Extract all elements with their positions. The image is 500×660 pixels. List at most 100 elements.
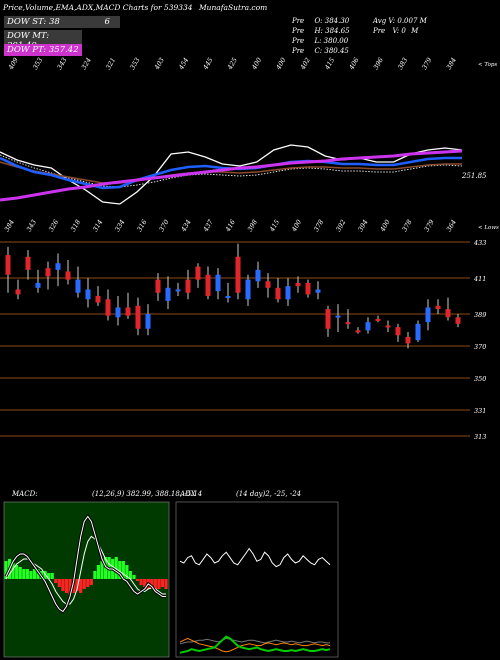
macd-hist-bar	[29, 571, 33, 579]
top-label: 400	[274, 56, 288, 72]
top-label: 409	[6, 56, 20, 72]
candle-body	[275, 287, 281, 300]
level-label: 350	[474, 375, 486, 383]
bottom-label: 392	[334, 218, 347, 233]
candle-body	[45, 268, 51, 277]
bottom-label: 378	[401, 218, 414, 233]
bottom-label: 394	[356, 218, 369, 233]
stat-value: L: 380.00	[314, 37, 349, 45]
candle-body	[265, 281, 271, 288]
candle-body	[35, 282, 41, 288]
macd-hist-bar	[132, 575, 136, 579]
stat-label: Pre	[292, 27, 305, 35]
top-label: 406	[347, 56, 361, 72]
candle-body	[65, 271, 71, 280]
candle-body	[95, 296, 101, 303]
bottom-label: 326	[47, 218, 60, 233]
site-name: MunafaSutra.com	[198, 3, 268, 12]
macd-hist-bar	[135, 579, 140, 581]
candle-body	[355, 330, 361, 333]
stat-label: Pre	[292, 17, 305, 25]
top-label: 445	[201, 56, 215, 72]
macd-hist-bar	[32, 569, 37, 579]
macd-line	[5, 515, 166, 613]
candle-body	[125, 307, 131, 316]
bottom-right-label: < Lows	[478, 225, 499, 231]
stat-value: C: 380.45	[314, 47, 349, 55]
stat-value: H: 384.65	[314, 27, 350, 35]
candle-body	[135, 305, 141, 329]
candle-body	[285, 286, 291, 300]
macd-hist-bar	[54, 579, 58, 583]
top-label: 353	[31, 56, 44, 71]
bottom-label: 400	[378, 218, 392, 234]
candle-body	[335, 315, 341, 318]
candle-body	[55, 263, 61, 270]
top-label: 425	[225, 56, 239, 72]
candle-body	[345, 322, 351, 325]
price-line	[0, 144, 463, 205]
top-label: 402	[298, 56, 312, 72]
bottom-label: 314	[91, 218, 104, 233]
macd-hist-bar	[18, 567, 22, 579]
candle-body	[305, 282, 311, 295]
bottom-label: 434	[179, 218, 193, 234]
candle-body	[155, 279, 161, 293]
candle-body	[235, 256, 241, 293]
candle-body	[145, 314, 151, 329]
macd-hist-bar	[118, 561, 122, 579]
macd-label: MACD:	[11, 490, 38, 498]
macd-values: (12,26,9) 382.99, 388.18, -5.14	[92, 490, 202, 498]
macd-hist-bar	[157, 579, 161, 589]
top-label: 321	[104, 56, 117, 71]
adx-frame	[175, 501, 339, 658]
top-label: 396	[372, 56, 385, 71]
candle-body	[185, 279, 191, 293]
bottom-label: 378	[312, 218, 325, 233]
candle-body	[115, 307, 121, 318]
macd-hist-bar	[64, 579, 69, 593]
macd-hist-bar	[143, 579, 147, 587]
chart-title: Price,Volume,EMA,ADX,MACD Charts for 539…	[3, 3, 267, 12]
adx-di-line	[179, 547, 331, 568]
bottom-label: 364	[445, 218, 458, 233]
macd-hist-bar	[57, 579, 61, 587]
top-right-label: < Tops	[478, 62, 497, 68]
top-label: 324	[80, 56, 93, 71]
macd-hist-bar	[4, 561, 8, 579]
bottom-label: 379	[423, 218, 436, 233]
legend-extra: 6	[104, 17, 110, 27]
candle-body	[105, 299, 111, 316]
macd-hist-bar	[79, 579, 83, 593]
macd-hist-bar	[139, 579, 143, 585]
adx-pos-line	[179, 635, 331, 654]
macd-hist-bar	[121, 561, 125, 579]
candle-body	[395, 327, 401, 336]
top-label: 379	[420, 56, 433, 71]
macd-hist-bar	[125, 565, 129, 579]
candle-body	[175, 289, 181, 292]
candle-body	[85, 289, 91, 300]
macd-hist-bar	[150, 579, 154, 589]
adx-values: (14 day)2, -25, -24	[236, 490, 301, 498]
macd-hist-bar	[89, 579, 93, 585]
candle-body	[215, 274, 221, 292]
level-label: 389	[474, 311, 486, 319]
macd-hist-bar	[50, 573, 54, 579]
top-label: 415	[323, 56, 337, 72]
candle-body	[425, 307, 431, 323]
macd-hist-bar	[75, 579, 79, 591]
macd-hist-bar	[153, 579, 157, 591]
stat-high: Pre H: 384.65	[292, 27, 350, 35]
adx-label: ADX	[179, 490, 197, 498]
title-text: Price,Volume,EMA,ADX,MACD Charts for 539…	[3, 3, 193, 12]
macd-hist-bar	[164, 579, 168, 589]
top-label: 400	[250, 56, 264, 72]
top-label: 454	[177, 56, 191, 72]
macd-hist-bar	[96, 565, 101, 579]
candle-body	[75, 279, 81, 293]
stat-avg-vol: Avg V: 0.007 M	[373, 17, 427, 25]
macd-hist-bar	[93, 571, 97, 579]
macd-hist-bar	[68, 579, 72, 595]
